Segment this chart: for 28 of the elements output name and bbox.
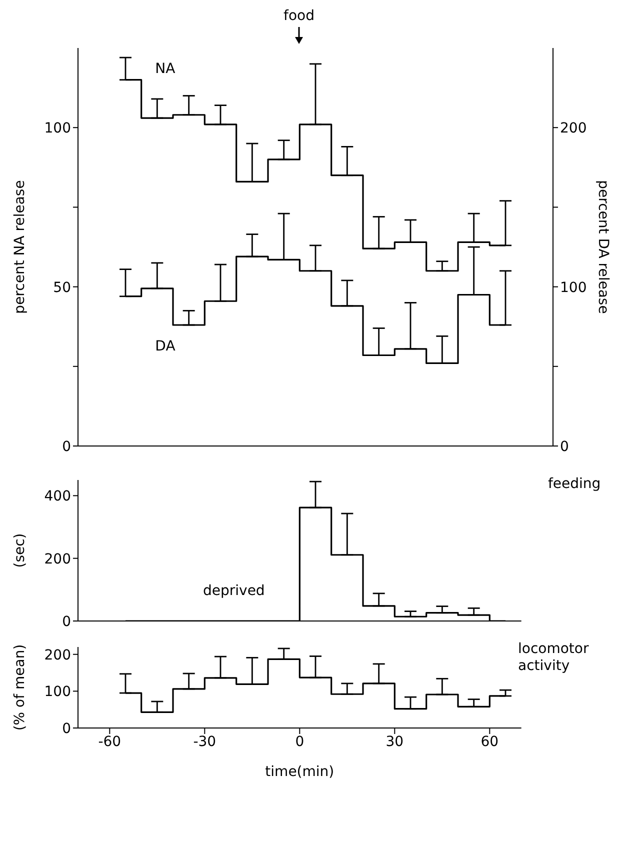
text: food — [282, 8, 316, 25]
y-tick-label: 200 — [44, 647, 71, 664]
y-tick-label: 100 — [44, 120, 71, 137]
y2-tick-label: 100 — [560, 280, 587, 296]
annotation: deprived — [203, 583, 265, 600]
text: feeding — [548, 476, 601, 493]
y2-tick-label: 0 — [560, 438, 569, 455]
series-label: DA — [155, 338, 176, 354]
y-tick-label: 0 — [62, 614, 71, 630]
x-tick-label: -60 — [98, 734, 122, 750]
x-tick-label: 30 — [386, 734, 404, 750]
y-tick-label: 200 — [44, 551, 71, 568]
y-tick-label: 400 — [44, 488, 71, 505]
y-axis-title: percent NA release — [12, 180, 28, 314]
x-tick-label: 0 — [295, 734, 304, 750]
y-axis-title: (% of mean) — [12, 644, 28, 731]
y-axis-title: (sec) — [12, 533, 28, 568]
annotation: locomotor activity — [518, 641, 590, 675]
y-tick-label: 0 — [62, 438, 71, 455]
y-tick-label: 0 — [62, 720, 71, 737]
y-tick-label: 50 — [53, 280, 71, 296]
x-tick-label: -30 — [193, 734, 216, 750]
series-label: NA — [155, 61, 176, 78]
y-tick-label: 100 — [44, 684, 71, 700]
y2-axis-title: percent DA release — [595, 180, 611, 314]
y2-tick-label: 200 — [560, 120, 587, 137]
x-tick-label: 60 — [480, 734, 499, 750]
x-axis-title: time(min) — [265, 764, 334, 780]
